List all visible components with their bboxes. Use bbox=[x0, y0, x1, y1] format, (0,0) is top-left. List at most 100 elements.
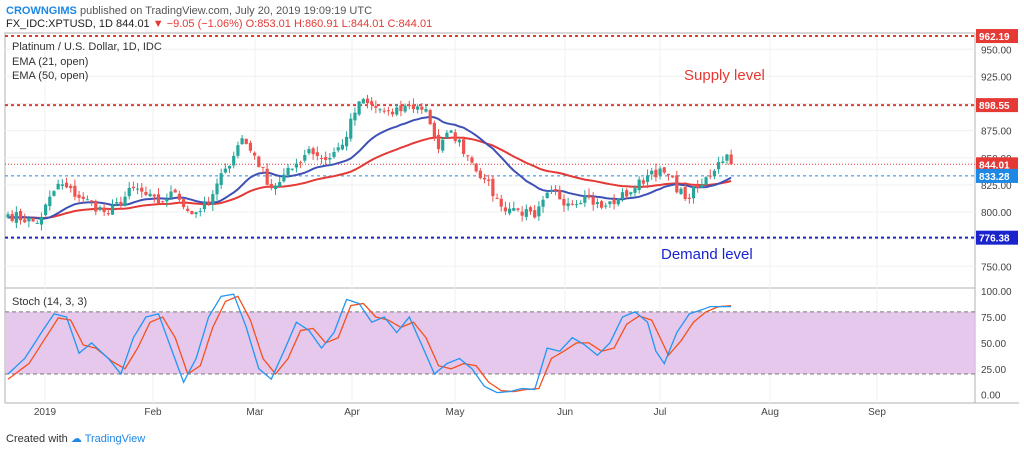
candle-body bbox=[712, 170, 717, 176]
low-value: L:844.01 bbox=[341, 18, 385, 30]
candle-body bbox=[248, 142, 253, 151]
candle-body bbox=[533, 210, 537, 218]
price-tick-label: 950.00 bbox=[981, 45, 1012, 56]
stoch-tick-label: 0.00 bbox=[981, 391, 1001, 402]
candle-body bbox=[537, 206, 541, 217]
price-tick-label: 825.00 bbox=[981, 181, 1012, 192]
candle-body bbox=[123, 196, 127, 206]
stoch-lines bbox=[5, 293, 975, 394]
candle-body bbox=[654, 169, 658, 178]
price-pane[interactable] bbox=[4, 32, 976, 289]
candle-body bbox=[35, 222, 39, 224]
last-price-tag bbox=[976, 157, 1018, 172]
candle-body bbox=[294, 163, 299, 168]
candle-body bbox=[491, 178, 495, 197]
candle-body bbox=[474, 163, 478, 172]
stoch-tick-label: 50.00 bbox=[981, 339, 1006, 350]
candle-body bbox=[307, 149, 311, 154]
candle-body bbox=[457, 139, 462, 143]
candle-body bbox=[399, 105, 403, 112]
candle-body bbox=[570, 203, 574, 205]
candle-body bbox=[675, 175, 679, 193]
candle-body bbox=[370, 101, 374, 105]
candle-body bbox=[81, 196, 85, 200]
candle-body bbox=[390, 111, 395, 115]
candle-body bbox=[541, 199, 545, 207]
created-with-label: Created with bbox=[6, 433, 68, 445]
price-tick-label: 875.00 bbox=[981, 127, 1012, 138]
stoch-k-path bbox=[7, 293, 732, 394]
stoch-tick-label: 25.00 bbox=[981, 365, 1006, 376]
candle-body bbox=[69, 185, 73, 188]
candle-body bbox=[64, 182, 69, 188]
stoch-legend: Stoch (14, 3, 3) bbox=[12, 296, 87, 308]
candle-body bbox=[528, 207, 533, 212]
candle-body bbox=[608, 201, 612, 205]
time-tick-label: Mar bbox=[246, 407, 264, 418]
support-price-tag-label: 833.28 bbox=[979, 172, 1010, 183]
candle-body bbox=[374, 106, 378, 108]
grid bbox=[5, 33, 975, 403]
candle-body bbox=[253, 152, 257, 156]
candle-body bbox=[319, 158, 324, 160]
candle-body bbox=[420, 106, 424, 110]
high-value: H:860.91 bbox=[293, 18, 339, 30]
candle-body bbox=[658, 168, 662, 176]
candle-body bbox=[90, 200, 94, 202]
candle-body bbox=[432, 122, 436, 137]
candle-body bbox=[361, 99, 365, 104]
candle-body bbox=[232, 155, 236, 166]
candle-body bbox=[115, 202, 119, 204]
change-value: −9.05 (−1.06%) bbox=[166, 18, 243, 30]
candle-body bbox=[77, 194, 81, 198]
ema21-legend: EMA (21, open) bbox=[12, 56, 88, 68]
candle-body bbox=[717, 162, 721, 170]
candle-body bbox=[407, 104, 411, 106]
candle-body bbox=[156, 194, 161, 204]
ema50-legend: EMA (50, open) bbox=[12, 70, 88, 82]
author-name[interactable]: CROWNGIMS bbox=[6, 5, 77, 17]
candle-body bbox=[495, 197, 499, 199]
candle-body bbox=[315, 152, 319, 157]
candle-body bbox=[223, 168, 227, 173]
candle-body bbox=[604, 205, 608, 207]
stoch-d-path bbox=[7, 295, 732, 393]
candle-body bbox=[31, 217, 35, 222]
candle-body bbox=[98, 207, 102, 210]
last-price: 844.01 bbox=[116, 18, 150, 30]
tradingview-link[interactable]: TradingView bbox=[84, 433, 146, 445]
candle-body bbox=[579, 203, 583, 205]
demand-annotation: Demand level bbox=[661, 246, 753, 263]
last-price-tag-label: 844.01 bbox=[979, 160, 1010, 171]
candle-body bbox=[219, 173, 223, 185]
price-tick-label: 800.00 bbox=[981, 208, 1012, 219]
candle-body bbox=[645, 175, 650, 182]
candle-body bbox=[227, 165, 232, 169]
candle-body bbox=[470, 157, 474, 163]
stoch-band bbox=[5, 311, 975, 374]
candle-body bbox=[520, 211, 524, 216]
candle-body bbox=[625, 190, 629, 197]
candle-body bbox=[583, 195, 587, 203]
time-tick-label: Jun bbox=[557, 407, 573, 418]
candles bbox=[6, 94, 733, 231]
candle-body bbox=[349, 118, 353, 139]
footer: Created with ☁ TradingView bbox=[6, 432, 145, 445]
candle-body bbox=[198, 211, 202, 213]
candle-body bbox=[135, 188, 140, 190]
candle-body bbox=[566, 203, 570, 207]
candle-body bbox=[612, 199, 616, 205]
candle-body bbox=[73, 185, 77, 197]
candle-body bbox=[633, 188, 637, 193]
candle-body bbox=[18, 210, 23, 221]
candle-body bbox=[161, 201, 165, 203]
candle-body bbox=[177, 193, 181, 200]
candle-body bbox=[344, 136, 349, 147]
candle-body bbox=[516, 208, 520, 210]
ema21-path bbox=[7, 115, 732, 220]
open-value: O:853.01 bbox=[245, 18, 291, 30]
candle-body bbox=[299, 162, 303, 164]
candle-body bbox=[311, 148, 315, 155]
